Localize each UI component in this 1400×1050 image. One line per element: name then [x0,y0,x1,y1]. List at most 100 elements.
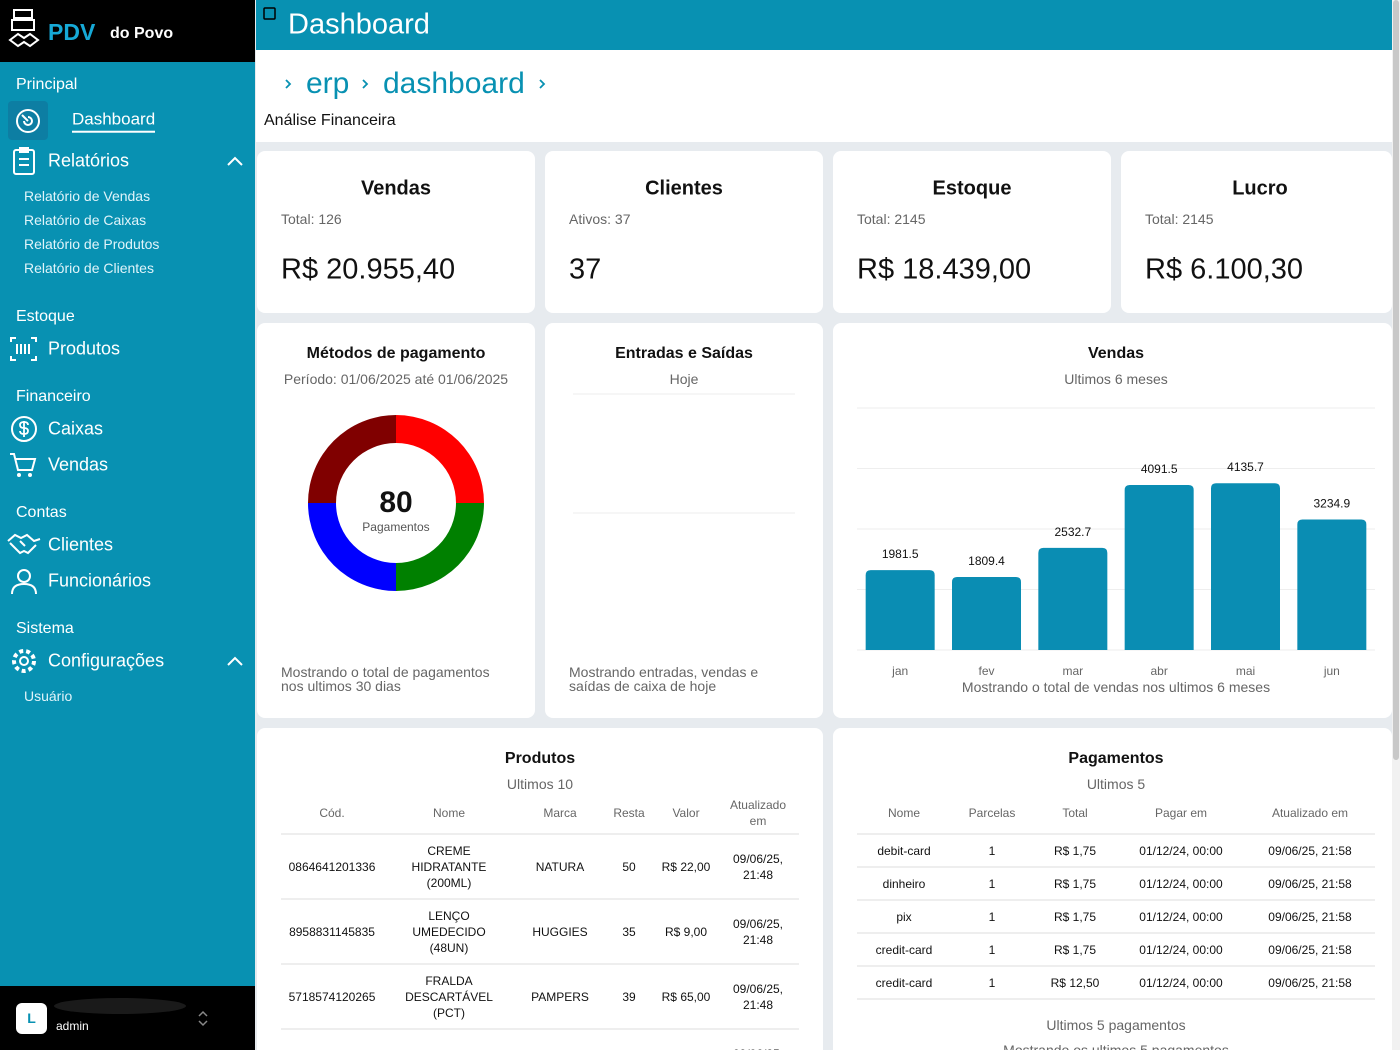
stat-detail: Ativos: 37 [569,210,631,227]
table-cell: 09/06/25, 21:48 [727,1029,789,1050]
breadcrumb-link[interactable]: dashboard [383,66,525,100]
nav-item[interactable]: Produtos [48,338,121,359]
table-header: Resta [613,806,645,820]
nav-item[interactable]: Clientes [48,534,114,555]
section-label: Sistema [16,619,74,637]
stat-detail: Total: 2145 [1145,210,1214,227]
stat-title: Estoque [932,177,1012,200]
page-subtitle: Análise Financeira [264,111,396,129]
table-cell: 01/12/24, 00:00 [1139,975,1223,990]
stat-card [1121,151,1392,313]
section-label: Contas [16,503,67,521]
stat-detail: Total: 126 [281,210,342,227]
brand-suffix: do Povo [110,24,174,42]
user-role: admin [56,1019,89,1034]
table-title: Produtos [504,749,576,767]
table-header: Nome [432,806,465,820]
icon [28,473,32,477]
table-cell: R$ 9,00 [664,924,708,939]
brand-bar [0,0,255,62]
table-header: Valor [672,806,700,820]
brand-name: PDV [48,18,96,45]
bar-value-label: 1809.4 [968,554,1005,568]
x-tick-label: jun [1323,664,1340,678]
nav-item[interactable]: Vendas [48,454,109,475]
nav-item[interactable]: Funcionários [48,570,152,591]
table-cell: R$ 4,99 [654,1029,718,1050]
table-cell: HUGGIES [532,924,588,939]
table-cell: R$ 22,00 [661,859,711,874]
table-header: Atualizado em [1271,806,1349,820]
bar [1297,519,1367,650]
chart-title: Entradas e Saídas [615,344,753,362]
nav-subitem[interactable]: Relatório de Caixas [24,211,147,228]
x-tick-label: fev [978,664,994,678]
bar-value-label: 1981.5 [882,547,919,561]
table-cell: 42 [609,1029,649,1050]
user-menu-chevron[interactable] [198,1010,208,1027]
stat-value: R$ 18.439,00 [857,253,1032,286]
bar [865,570,935,650]
icon [17,473,21,477]
table-cell: 09/06/25, 21:58 [1268,843,1352,858]
table-note: Mostrando os ultimos 5 pagamentos [1003,1041,1229,1050]
table-cell: 01/12/24, 00:00 [1139,843,1223,858]
nav-subitem[interactable]: Relatório de Vendas [24,187,151,204]
redacted-name [54,998,186,1014]
table-cell: CREME HIDRATANTE (200ML) [411,843,487,890]
nav-item[interactable]: Configurações [48,650,165,671]
x-tick-label: mai [1236,664,1255,678]
avatar-initial: L [27,1010,36,1026]
table-cell: pix [896,909,912,924]
table-cell: 7893185590050 [277,1029,387,1050]
expand-chevron[interactable] [227,656,243,666]
table-card [257,728,823,1050]
donut-segment [308,415,396,503]
scrollbar-thumb[interactable] [1393,0,1399,760]
donut-segment [396,415,484,503]
stat-value: R$ 6.100,30 [1145,253,1304,286]
nav-subitem[interactable]: Relatório de Produtos [24,235,160,252]
table-cell: LARANJA PERA [401,1029,497,1050]
icon [10,337,37,361]
icon [16,109,40,133]
table-header: Pagar em [1154,806,1208,820]
avatar[interactable] [16,1003,47,1034]
stat-title: Vendas [360,177,432,200]
table-cell: FRALDA DESCARTÁVEL (PCT) [405,973,493,1020]
section-label: Principal [16,75,78,93]
table-cell: 8958831145835 [289,924,375,939]
table-header: Parcelas [968,806,1016,820]
icon [7,533,41,555]
table-cell: 50 [622,859,636,874]
table-cell: INAJUTUBA [520,1029,600,1050]
donut-segment [396,503,484,591]
nav-item[interactable]: Dashboard [72,110,156,133]
chart-card [257,323,535,718]
table-cell: 09/06/25, 21:58 [1268,975,1352,990]
chart-subtitle: Hoje [669,370,699,387]
chart-card [545,323,823,718]
table-cell: debit-card [877,843,931,858]
breadcrumb-link[interactable]: erp [306,66,350,100]
table-cell: PAMPERS [531,989,589,1004]
table-cell: 01/12/24, 00:00 [1139,942,1223,957]
nav-item[interactable]: Relatórios [48,150,130,171]
sidebar-toggle[interactable] [263,7,276,20]
table-cell: 39 [622,989,636,1004]
nav-item[interactable]: Caixas [48,418,104,439]
nav-subitem[interactable]: Relatório de Clientes [24,259,154,276]
chart-footnote: Mostrando o total de vendas nos ultimos … [961,678,1271,695]
nav-subitem[interactable]: Usuário [24,687,73,704]
icon [19,421,29,437]
chart-subtitle: Ultimos 6 meses [1064,370,1168,387]
breadcrumb-panel [256,50,1392,142]
expand-chevron[interactable] [227,156,243,166]
table-cell: 35 [622,924,636,939]
icon [19,656,29,666]
table-cell: 01/12/24, 00:00 [1139,909,1223,924]
table-cell: 09/06/25, 21:48 [732,851,784,882]
icon [17,569,31,583]
table-cell: 09/06/25, 21:58 [1268,876,1352,891]
